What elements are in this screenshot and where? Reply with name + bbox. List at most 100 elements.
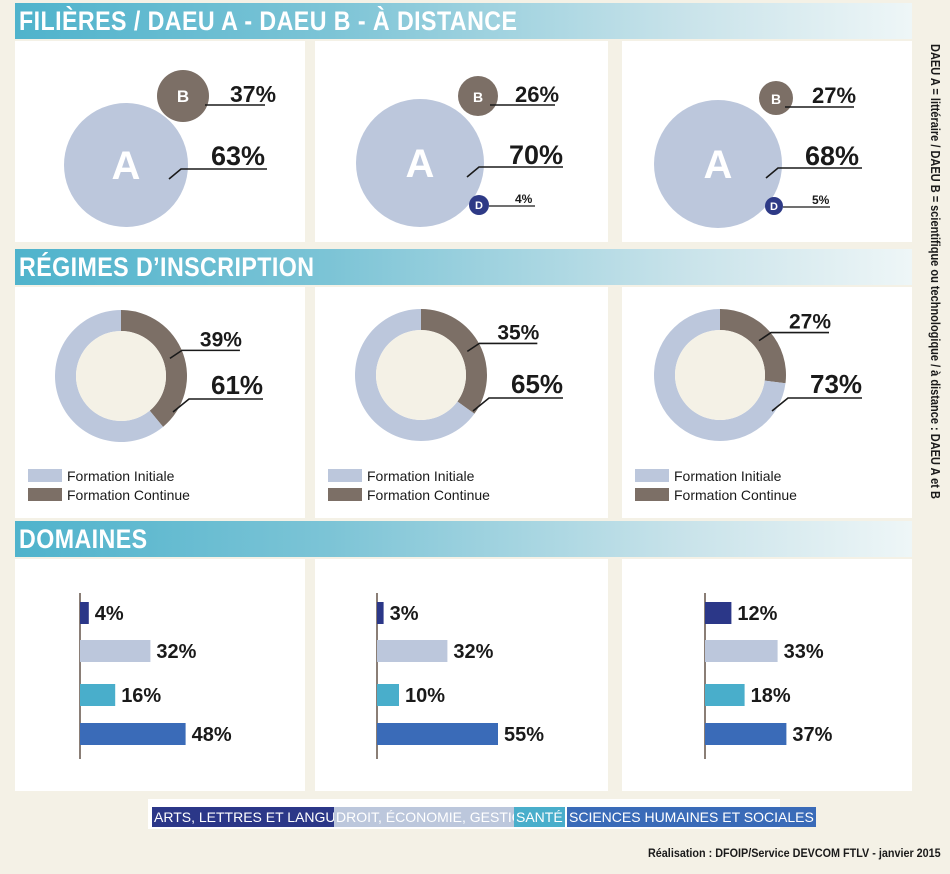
domaine-panel-1: 4% 32% 16% 48% (15, 559, 305, 791)
section-banner-domaines: DOMAINES (15, 521, 912, 557)
bar-arts (377, 602, 384, 624)
bubble-b (458, 76, 498, 116)
bar-label-sciences: 55% (504, 724, 544, 746)
legend-label-continue: Formation Continue (67, 487, 190, 503)
legend-swatch-continue (28, 488, 62, 501)
bubble-d-letter: D (770, 201, 778, 213)
domaine-panel-3: 12% 33% 18% 37% (622, 559, 912, 791)
donut-initiale-value: 65% (511, 369, 563, 399)
bar-sciences (80, 723, 186, 745)
donut-slice-initiale (654, 309, 786, 441)
donut-continue-leader (169, 349, 240, 360)
donut-continue-value: 39% (200, 328, 242, 351)
donut-chart-3: 27% 73% Formation Initiale Formation Contin… (635, 309, 862, 503)
bubble-d-letter: D (475, 200, 483, 212)
domain-legend: ARTS, LETTRES ET LANGUES DROIT, ÉCONOMIE… (148, 799, 816, 829)
donut-slice-initiale (54, 310, 164, 442)
legend-label-initiale: Formation Initiale (67, 468, 175, 484)
donut-slice-continue (121, 310, 187, 427)
bar-droit (377, 640, 448, 662)
legend-swatch-initiale (635, 469, 669, 482)
bubble-d-value: 4% (515, 192, 533, 206)
domaine-panel-2: 3% 32% 10% 55% (315, 559, 608, 791)
filiere-panel-2: A B 26% 70% D 4% (315, 41, 608, 242)
donut-slice-initiale (355, 309, 475, 441)
bubble-b (157, 70, 209, 122)
legend-sciences: SCIENCES HUMAINES ET SOCIALES (567, 807, 816, 827)
legend-swatch-continue (328, 488, 362, 501)
bubble-b-value: 26% (515, 82, 559, 107)
donut-initiale-leader (771, 397, 862, 412)
section-title-regimes: RÉGIMES D’INSCRIPTION (19, 252, 315, 282)
bar-label-sciences: 37% (792, 724, 832, 746)
bar-label-arts: 4% (95, 603, 124, 625)
bubble-b-letter: B (177, 87, 189, 106)
section-banner-regimes: RÉGIMES D’INSCRIPTION (15, 249, 912, 285)
filiere-panel-3: A B 27% 68% D 5% (622, 41, 912, 242)
bar-label-arts: 12% (737, 603, 777, 625)
credit: Réalisation : DFOIP/Service DEVCOM FTLV … (648, 846, 941, 860)
donut-hole (675, 330, 765, 420)
bubble-a (64, 103, 188, 227)
regime-panel-3: 27% 73% Formation Initiale Formation Contin… (622, 287, 912, 518)
bar-label-sciences: 48% (192, 724, 232, 746)
bar-chart-2: 3% 32% 10% 55% (376, 593, 544, 759)
bubble-a-letter: A (406, 142, 435, 186)
bar-sciences (705, 723, 787, 745)
regime-panel-1: 39% 61% Formation Initiale Formation Contin… (15, 287, 305, 518)
bar-label-sante: 16% (121, 685, 161, 707)
legend-arts: ARTS, LETTRES ET LANGUES (152, 807, 357, 827)
donut-initiale-leader (472, 397, 563, 412)
legend-swatch-initiale (28, 469, 62, 482)
bubble-a-letter: A (112, 144, 141, 188)
bubble-b-letter: B (771, 91, 781, 107)
bubble-a-leader (168, 168, 267, 180)
bar-label-droit: 32% (156, 641, 196, 663)
bar-chart-3: 12% 33% 18%37% (704, 593, 833, 759)
legend-droit: DROIT, ÉCONOMIE, GESTION (334, 807, 535, 827)
bar-arts (80, 602, 89, 624)
bar-label-droit: 32% (453, 641, 493, 663)
side-note: DAEU A = littéraire / DAEU B = scientifi… (928, 44, 942, 499)
donut-continue-value: 27% (789, 311, 831, 334)
bubble-a-leader (765, 167, 862, 179)
legend-label-continue: Formation Continue (674, 487, 797, 503)
bar-label-sante: 10% (405, 685, 445, 707)
section-title-domaines: DOMAINES (19, 524, 148, 554)
legend-swatch-initiale (328, 469, 362, 482)
bubble-b (759, 81, 793, 115)
legend-sante: SANTÉ (514, 807, 565, 827)
legend-label-continue: Formation Continue (367, 487, 490, 503)
bar-chart-1: 4% 32% 16% 48% (79, 593, 232, 759)
bubble-chart-2: A B 26% 70% D 4% (356, 76, 563, 227)
donut-chart-2: 35% 65% Formation Initiale Formation Contin… (328, 309, 563, 503)
bar-label-arts: 3% (390, 603, 419, 625)
donut-slice-continue (421, 309, 487, 414)
section-title-filieres: FILIÈRES / DAEU A - DAEU B - À DISTANCE (19, 6, 518, 36)
bubble-a (654, 100, 782, 228)
legend-label-initiale: Formation Initiale (674, 468, 782, 484)
bubble-d (469, 195, 489, 215)
donut-continue-leader (758, 331, 830, 342)
donut-initiale-leader (172, 398, 263, 413)
donut-continue-value: 35% (497, 321, 539, 344)
bubble-d (765, 197, 783, 215)
donut-slice-continue (720, 309, 786, 384)
donut-chart-1: 39% 61% Formation Initiale Formation Contin… (28, 310, 263, 503)
bar-sante (377, 684, 399, 706)
bar-droit (705, 640, 778, 662)
donut-hole (76, 331, 166, 421)
bubble-a-value: 68% (805, 141, 859, 171)
bar-label-sante: 18% (751, 685, 791, 707)
bar-droit (80, 640, 151, 662)
bubble-a-letter: A (704, 143, 733, 187)
legend-swatch-continue (635, 488, 669, 501)
bubble-chart-1: A B 37% 63% (64, 70, 276, 227)
bar-arts (705, 602, 732, 624)
bubble-a (356, 99, 484, 227)
bubble-d-value: 5% (812, 193, 830, 207)
legend-label-initiale: Formation Initiale (367, 468, 475, 484)
bubble-b-letter: B (473, 89, 483, 105)
bubble-b-value: 27% (812, 83, 856, 108)
donut-hole (376, 330, 466, 420)
